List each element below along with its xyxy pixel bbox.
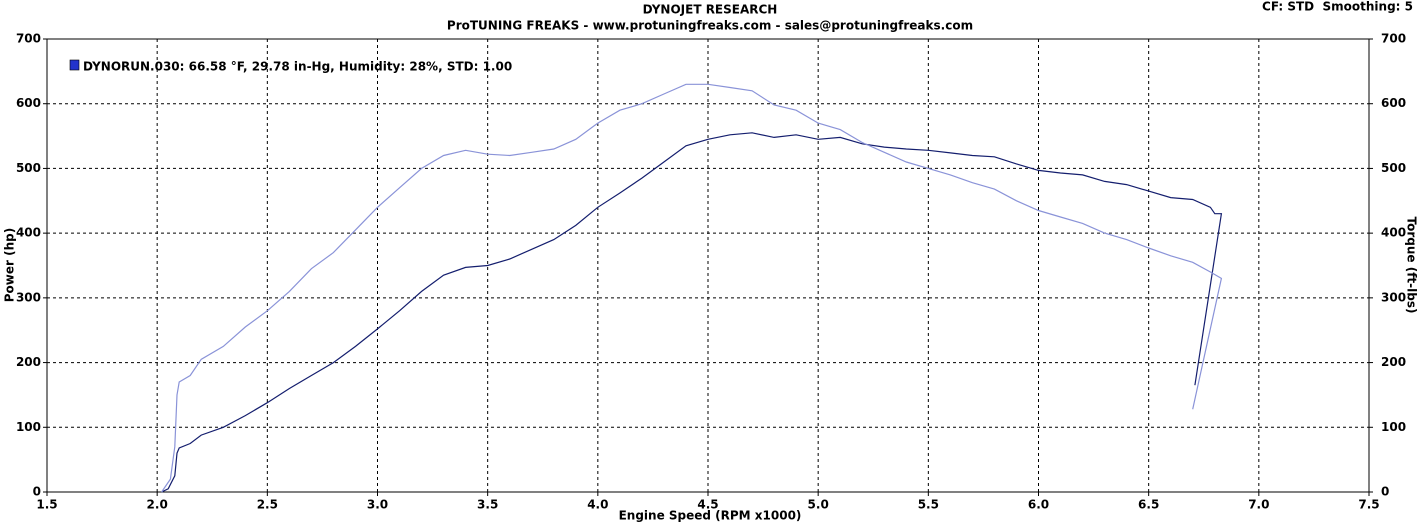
y2-tick-label: 700 [1381, 32, 1406, 46]
plot-frame [46, 38, 1370, 493]
y-tick-label: 700 [16, 32, 41, 46]
x-tick-label: 2.5 [257, 498, 278, 512]
y2-tick-label: 500 [1381, 161, 1406, 175]
x-tick-label: 5.0 [808, 498, 829, 512]
chart-title: DYNOJET RESEARCH [643, 3, 778, 17]
chart-subtitle: ProTUNING FREAKS - www.protuningfreaks.c… [447, 19, 973, 33]
y2-axis-label: Torque (ft-lbs) [1405, 217, 1419, 314]
x-tick-label: 3.5 [477, 498, 498, 512]
series-line [161, 83, 1223, 493]
x-tick-label: 2.0 [147, 498, 168, 512]
x-tick-label: 5.5 [918, 498, 939, 512]
x-tick-label: 4.0 [587, 498, 608, 512]
y2-tick-label: 100 [1381, 420, 1406, 434]
x-axis-label: Engine Speed (RPM x1000) [619, 509, 802, 523]
x-tick-label: 4.5 [697, 498, 718, 512]
y-tick-label: 200 [16, 355, 41, 369]
x-tick-label: 7.0 [1248, 498, 1269, 512]
settings-note: CF: STD Smoothing: 5 [1262, 0, 1413, 14]
y-tick-label: 500 [16, 161, 41, 175]
y-axis-label: Power (hp) [3, 228, 17, 302]
y2-tick-label: 300 [1381, 290, 1406, 304]
x-tick-label: 1.5 [36, 498, 57, 512]
y-tick-label: 600 [16, 96, 41, 110]
legend-text: DYNORUN.030: 66.58 °F, 29.78 in-Hg, Humi… [83, 60, 512, 74]
y2-tick-label: 200 [1381, 355, 1406, 369]
y2-tick-label: 600 [1381, 96, 1406, 110]
series-line [161, 132, 1223, 493]
y-tick-label: 0 [33, 485, 41, 499]
y2-tick-label: 400 [1381, 226, 1406, 240]
y2-tick-label: 0 [1381, 485, 1389, 499]
y-tick-label: 400 [16, 226, 41, 240]
x-tick-label: 6.5 [1138, 498, 1159, 512]
legend-swatch [69, 59, 80, 71]
x-tick-label: 7.5 [1358, 498, 1379, 512]
y-tick-label: 300 [16, 290, 41, 304]
x-tick-label: 6.0 [1028, 498, 1049, 512]
x-tick-label: 3.0 [367, 498, 388, 512]
y-tick-label: 100 [16, 420, 41, 434]
